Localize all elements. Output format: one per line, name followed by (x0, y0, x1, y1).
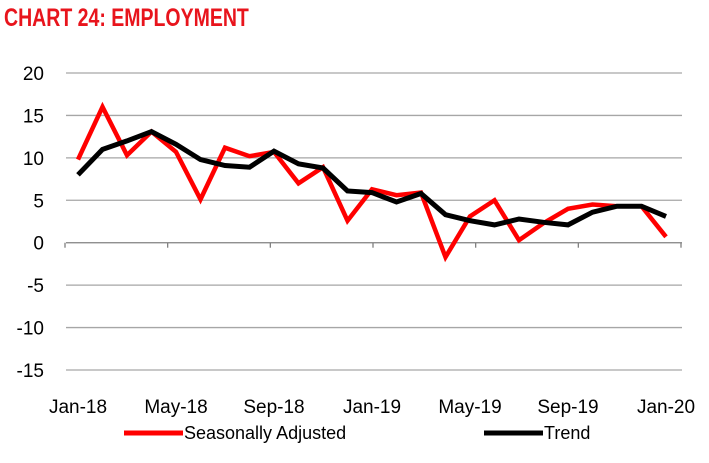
series-line-seasonally-adjusted (75, 101, 668, 263)
x-tick-label: Sep-19 (537, 397, 598, 418)
gridlines (66, 72, 682, 371)
x-tick-label: Sep-18 (243, 397, 304, 418)
y-tick-label: 15 (23, 106, 44, 127)
x-tick-label: May-19 (438, 397, 501, 418)
x-tick-label: Jan-18 (49, 397, 107, 418)
x-tick-label: May-18 (144, 397, 207, 418)
chart-title: CHART 24: EMPLOYMENT (4, 4, 249, 32)
y-tick-label: 20 (23, 64, 44, 85)
legend-label: Trend (544, 423, 590, 443)
series-line-trend (76, 128, 667, 228)
y-axis-ticks: 20 15 10 5 0 -5 -10 -15 (17, 64, 44, 382)
x-tick-label: Jan-19 (343, 397, 401, 418)
y-tick-label: 5 (33, 191, 44, 212)
legend: Seasonally Adjusted Trend (124, 423, 590, 443)
y-tick-label: -10 (17, 319, 44, 340)
y-tick-label: 0 (33, 234, 44, 255)
y-tick-label: -5 (27, 276, 44, 297)
series-lines (75, 101, 668, 263)
x-axis-ticks: Jan-18 May-18 Sep-18 Jan-19 May-19 Sep-19 Jan-… (49, 397, 695, 418)
x-tick-label: Jan-20 (637, 397, 695, 418)
legend-label: Seasonally Adjusted (184, 423, 346, 443)
y-tick-label: 10 (23, 149, 44, 170)
x-axis (64, 242, 682, 248)
y-tick-label: -15 (17, 361, 44, 382)
